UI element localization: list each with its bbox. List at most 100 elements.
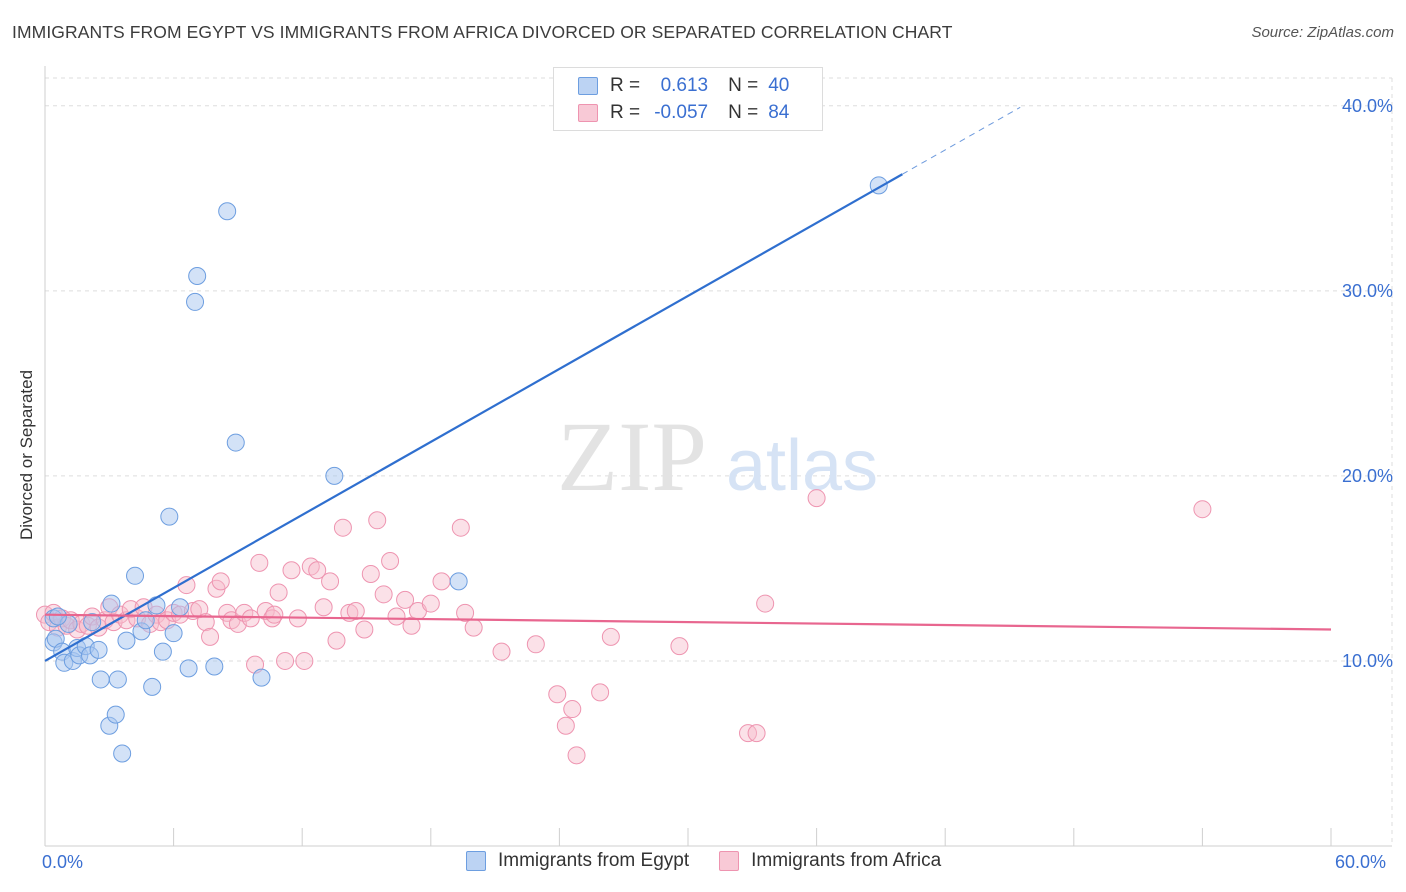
x-tick-label-min: 0.0%	[42, 852, 84, 872]
egypt-r-value: 0.613	[660, 75, 709, 96]
africa-swatch	[578, 104, 598, 122]
y-axis-label: Divorced or Separated	[17, 369, 36, 541]
egypt-point	[83, 613, 102, 632]
africa-point	[374, 585, 393, 604]
egypt-point	[147, 596, 166, 615]
egypt-point	[106, 705, 125, 724]
africa-n-value: 84	[768, 102, 790, 123]
egypt-n-key: N =	[728, 75, 759, 96]
africa-point	[747, 724, 766, 743]
africa-point	[355, 620, 374, 639]
africa-point	[196, 613, 215, 632]
legend-row-africa: R = -0.057 N = 84	[578, 100, 789, 126]
source-label: Source: ZipAtlas.com	[1251, 24, 1394, 41]
africa-point	[432, 572, 451, 591]
africa-point	[321, 572, 340, 591]
legend-series: Immigrants from Egypt Immigrants from Af…	[466, 850, 971, 872]
egypt-point	[179, 659, 198, 678]
legend-item-africa[interactable]: Immigrants from Africa	[719, 850, 941, 872]
gridlines	[45, 77, 1393, 846]
egypt-legend-swatch	[466, 851, 486, 871]
africa-point	[591, 683, 610, 702]
egypt-point	[126, 566, 145, 585]
africa-point	[361, 564, 380, 583]
africa-n-key: N =	[728, 102, 759, 123]
africa-point	[256, 601, 275, 620]
chart-title: IMMIGRANTS FROM EGYPT VS IMMIGRANTS FROM…	[12, 22, 953, 42]
egypt-swatch	[578, 77, 598, 95]
africa-point	[1193, 500, 1212, 519]
egypt-point	[226, 433, 245, 452]
egypt-point	[136, 611, 155, 630]
egypt-point	[48, 607, 67, 626]
africa-point	[464, 618, 483, 637]
egypt-point	[89, 640, 108, 659]
africa-point	[556, 716, 575, 735]
africa-point	[250, 553, 269, 572]
africa-trend-line	[44, 613, 1332, 631]
egypt-point	[143, 677, 162, 696]
egypt-point	[218, 202, 237, 221]
africa-point	[201, 627, 220, 646]
x-tick-label-max: 60.0%	[1335, 852, 1387, 872]
egypt-points	[44, 176, 888, 763]
africa-point	[381, 552, 400, 571]
africa-point	[396, 590, 415, 609]
africa-point	[601, 627, 620, 646]
africa-r-value: -0.057	[654, 102, 709, 123]
africa-point	[492, 642, 511, 661]
egypt-point	[205, 657, 224, 676]
egypt-point	[449, 572, 468, 591]
africa-point	[563, 700, 582, 719]
egypt-point	[252, 668, 271, 687]
africa-point	[295, 651, 314, 670]
africa-legend-swatch	[719, 851, 740, 871]
egypt-trend-extension	[902, 106, 1021, 175]
axes	[44, 66, 1392, 847]
africa-point	[314, 598, 333, 617]
africa-point	[451, 518, 470, 537]
africa-point	[276, 651, 295, 670]
egypt-point	[186, 292, 205, 311]
watermark: ZIP atlas	[557, 401, 878, 512]
africa-point	[387, 607, 406, 626]
egypt-point	[160, 507, 179, 526]
africa-point	[308, 561, 327, 580]
africa-point	[241, 609, 260, 628]
egypt-trend-line	[44, 173, 903, 662]
trend-lines	[44, 106, 1332, 662]
legend-item-egypt[interactable]: Immigrants from Egypt	[466, 850, 689, 872]
egypt-point	[108, 670, 127, 689]
y-tick-label: 40.0%	[1342, 96, 1393, 116]
egypt-point	[188, 267, 207, 286]
egypt-point	[91, 670, 110, 689]
africa-point	[567, 746, 586, 765]
egypt-point	[325, 466, 344, 485]
egypt-point	[153, 642, 172, 661]
africa-point	[456, 603, 475, 622]
egypt-point	[117, 631, 136, 650]
watermark-zip: ZIP	[557, 401, 707, 512]
africa-point	[368, 511, 387, 530]
africa-point	[282, 561, 301, 580]
africa-r-key: R =	[610, 102, 641, 123]
egypt-point	[113, 744, 132, 763]
legend-row-egypt: R = 0.613 N = 40	[578, 73, 789, 99]
africa-point	[402, 616, 421, 635]
egypt-r-key: R =	[610, 75, 641, 96]
africa-point	[346, 601, 365, 620]
africa-points	[36, 489, 1212, 765]
y-tick-label: 30.0%	[1342, 281, 1393, 301]
africa-point	[327, 631, 346, 650]
legend-stats: R = 0.613 N = 40 R = -0.057 N = 84	[553, 67, 823, 131]
egypt-n-value: 40	[768, 75, 790, 96]
africa-point	[269, 583, 288, 602]
y-tick-labels: 10.0% 20.0% 30.0% 40.0%	[1342, 96, 1393, 671]
africa-point	[526, 635, 545, 654]
africa-point	[211, 572, 230, 591]
africa-point	[265, 605, 284, 624]
africa-point	[807, 489, 826, 508]
watermark-atlas: atlas	[726, 426, 878, 506]
africa-point	[548, 685, 567, 704]
